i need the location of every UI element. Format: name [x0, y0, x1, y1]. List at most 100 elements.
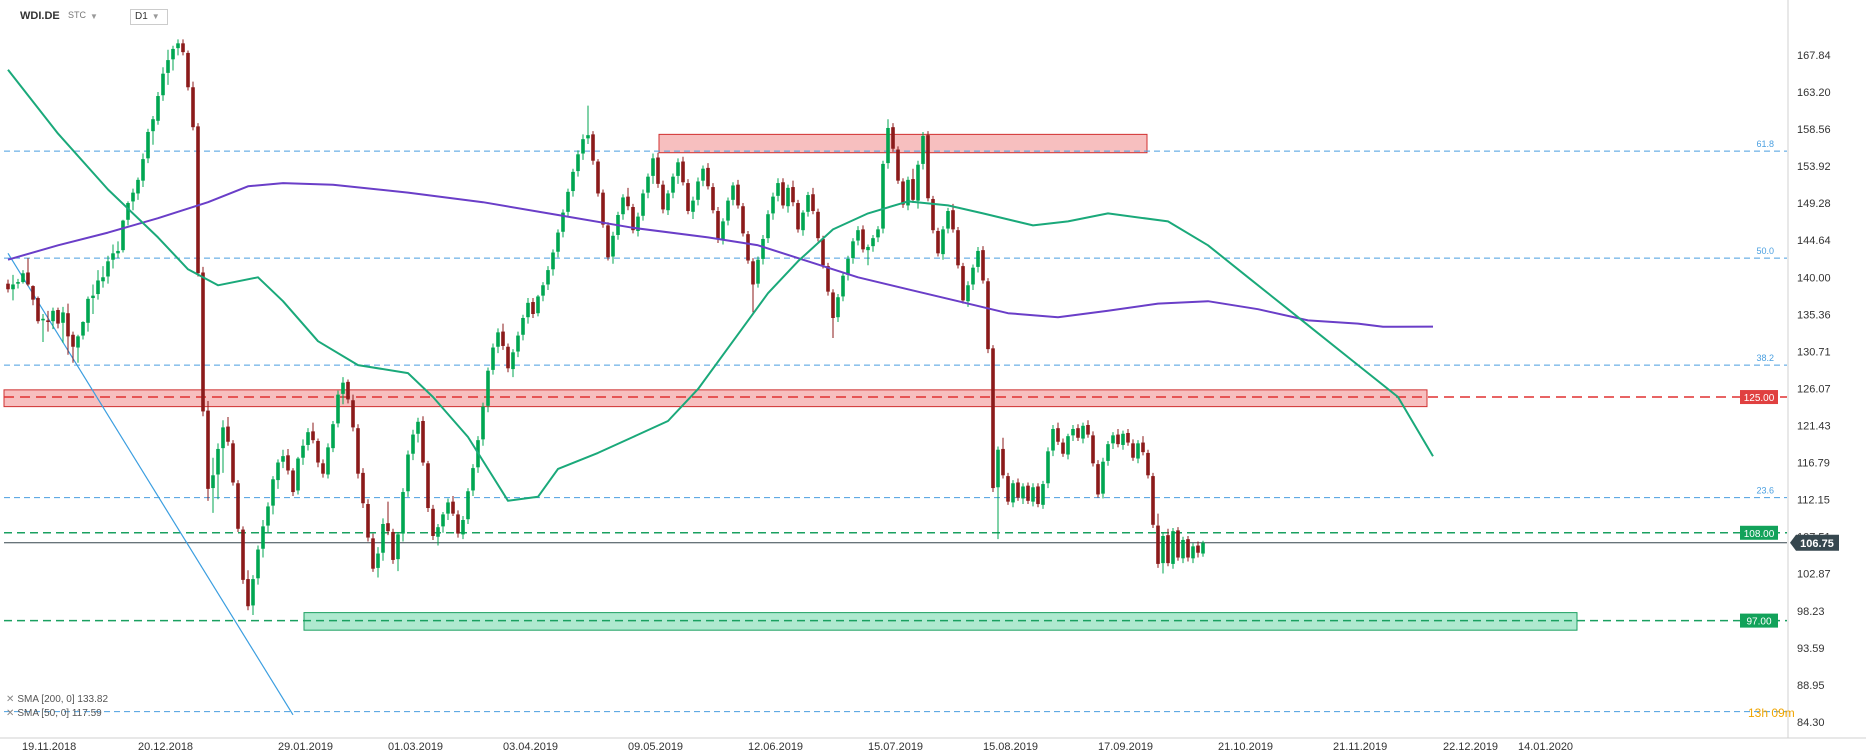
candle-body[interactable]	[781, 182, 785, 206]
candle-body[interactable]	[1131, 443, 1135, 458]
candle-body[interactable]	[736, 184, 740, 206]
candle-body[interactable]	[331, 424, 335, 449]
candle-body[interactable]	[1156, 525, 1160, 564]
candle-body[interactable]	[56, 310, 60, 324]
candle-body[interactable]	[1116, 434, 1120, 445]
candle-body[interactable]	[686, 183, 690, 212]
candle-body[interactable]	[406, 454, 410, 492]
candle-body[interactable]	[901, 181, 905, 205]
resistance-zone-0[interactable]	[3, 389, 1428, 408]
candle-body[interactable]	[236, 483, 240, 529]
candle-body[interactable]	[146, 131, 150, 159]
candle-body[interactable]	[366, 504, 370, 538]
candle-body[interactable]	[601, 192, 605, 225]
candle-body[interactable]	[821, 238, 825, 266]
candle-body[interactable]	[1111, 435, 1115, 444]
candle-body[interactable]	[576, 154, 580, 172]
candle-body[interactable]	[281, 456, 285, 462]
candle-body[interactable]	[1066, 436, 1070, 455]
candle-body[interactable]	[361, 472, 365, 504]
candle-body[interactable]	[261, 526, 265, 549]
candle-body[interactable]	[51, 310, 55, 322]
candle-body[interactable]	[351, 400, 355, 428]
candle-body[interactable]	[591, 134, 595, 161]
candle-body[interactable]	[226, 426, 230, 442]
candle-body[interactable]	[196, 126, 200, 274]
candle-body[interactable]	[1181, 539, 1185, 559]
candle-body[interactable]	[221, 427, 225, 449]
candle-body[interactable]	[181, 43, 185, 53]
candle-body[interactable]	[151, 119, 155, 132]
candle-body[interactable]	[831, 292, 835, 318]
candle-body[interactable]	[1196, 545, 1200, 553]
candle-body[interactable]	[101, 277, 105, 282]
candle-body[interactable]	[716, 211, 720, 239]
candle-body[interactable]	[421, 420, 425, 463]
candle-body[interactable]	[456, 514, 460, 534]
candle-body[interactable]	[61, 312, 65, 323]
candle-body[interactable]	[391, 531, 395, 560]
candle-body[interactable]	[166, 60, 170, 73]
candle-body[interactable]	[1086, 424, 1090, 435]
candle-body[interactable]	[496, 332, 500, 347]
candle-body[interactable]	[1041, 484, 1045, 505]
timeframe-select[interactable]: D1 ▼	[130, 9, 168, 25]
candle-body[interactable]	[186, 52, 190, 88]
candle-body[interactable]	[1091, 435, 1095, 464]
candle-body[interactable]	[846, 258, 850, 275]
candle-body[interactable]	[1046, 451, 1050, 484]
candle-body[interactable]	[286, 455, 290, 471]
candle-body[interactable]	[701, 168, 705, 181]
candle-body[interactable]	[861, 229, 865, 250]
candle-body[interactable]	[886, 127, 890, 164]
candle-body[interactable]	[896, 149, 900, 181]
candle-body[interactable]	[636, 216, 640, 231]
candle-body[interactable]	[991, 348, 995, 489]
candle-body[interactable]	[1101, 461, 1105, 494]
candle-body[interactable]	[346, 381, 350, 400]
candle-body[interactable]	[646, 176, 650, 193]
candle-body[interactable]	[666, 193, 670, 211]
candle-body[interactable]	[691, 200, 695, 212]
candle-body[interactable]	[981, 250, 985, 281]
candle-body[interactable]	[31, 286, 35, 300]
candle-body[interactable]	[871, 238, 875, 247]
candle-body[interactable]	[791, 187, 795, 203]
candle-body[interactable]	[931, 199, 935, 231]
candle-body[interactable]	[1166, 535, 1170, 564]
candle-body[interactable]	[111, 253, 115, 260]
candle-body[interactable]	[751, 261, 755, 285]
candle-body[interactable]	[441, 514, 445, 527]
candle-body[interactable]	[866, 246, 870, 251]
candle-body[interactable]	[471, 468, 475, 491]
candle-body[interactable]	[256, 549, 260, 579]
legend-sma50[interactable]: ✕ SMA [50, 0] 117.59	[6, 708, 102, 719]
candle-body[interactable]	[916, 164, 920, 201]
candle-body[interactable]	[106, 261, 110, 277]
candle-body[interactable]	[641, 193, 645, 216]
candle-body[interactable]	[1106, 444, 1110, 461]
candle-body[interactable]	[306, 432, 310, 445]
close-icon[interactable]: ✕	[6, 708, 15, 719]
candle-body[interactable]	[36, 298, 40, 322]
candle-body[interactable]	[676, 162, 680, 176]
candle-body[interactable]	[606, 225, 610, 258]
candle-body[interactable]	[46, 320, 50, 322]
candle-body[interactable]	[401, 492, 405, 534]
candle-body[interactable]	[316, 440, 320, 463]
candle-body[interactable]	[921, 135, 925, 164]
candle-body[interactable]	[446, 502, 450, 514]
candle-body[interactable]	[326, 447, 330, 475]
candle-body[interactable]	[16, 282, 20, 284]
candle-body[interactable]	[1151, 476, 1155, 525]
candle-body[interactable]	[311, 431, 315, 441]
candle-body[interactable]	[1001, 448, 1005, 476]
candle-body[interactable]	[976, 250, 980, 267]
candle-body[interactable]	[491, 347, 495, 370]
candle-body[interactable]	[1126, 432, 1130, 443]
candle-body[interactable]	[341, 382, 345, 394]
candle-body[interactable]	[336, 394, 340, 424]
candle-body[interactable]	[1056, 428, 1060, 442]
candle-body[interactable]	[296, 458, 300, 491]
candle-body[interactable]	[946, 211, 950, 229]
